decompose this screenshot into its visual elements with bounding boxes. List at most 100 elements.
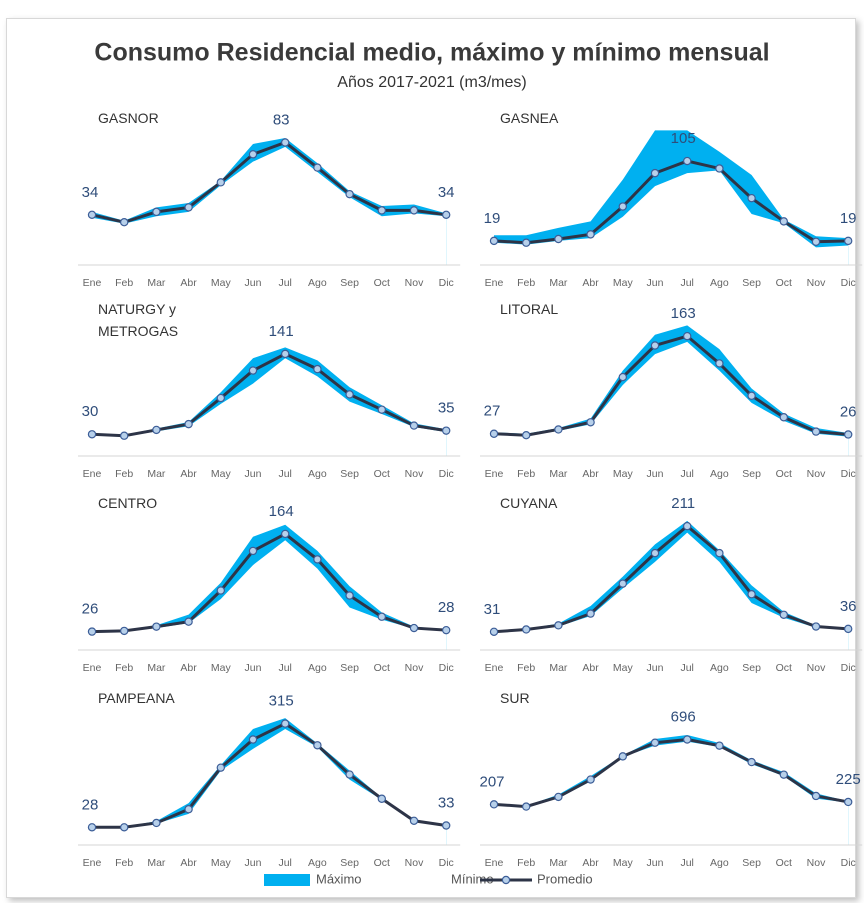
x-tick-label: Jul	[278, 277, 291, 289]
data-label: 19	[484, 210, 501, 227]
x-tick-label: May	[613, 277, 634, 289]
x-tick-label: Mar	[147, 857, 166, 869]
marker	[747, 590, 756, 599]
marker	[650, 548, 660, 558]
area	[494, 170, 849, 265]
chart-title: Consumo Residencial medio, máximo y míni…	[94, 39, 769, 67]
marker	[184, 805, 193, 814]
x-tick-label: Jul	[680, 468, 693, 480]
x-tick-label: Ago	[710, 662, 729, 674]
marker	[216, 393, 225, 403]
legend-swatch	[400, 874, 446, 886]
marker	[87, 210, 97, 220]
marker	[152, 207, 161, 217]
marker	[216, 178, 225, 187]
marker	[248, 735, 258, 744]
x-tick-label: Jul	[680, 662, 693, 674]
data-label: 31	[484, 601, 501, 618]
data-label: 35	[438, 400, 455, 417]
x-tick-label: Feb	[115, 857, 133, 869]
data-label: 27	[484, 403, 501, 420]
x-tick-label: Ago	[308, 662, 327, 674]
line	[493, 334, 849, 437]
data-label: 28	[82, 796, 99, 813]
data-label: 141	[269, 323, 294, 340]
x-tick-label: Oct	[374, 468, 390, 480]
marker	[747, 757, 756, 767]
x-tick-label: Nov	[405, 857, 424, 869]
x-tick-label: Abr	[582, 662, 599, 674]
marker	[345, 591, 354, 600]
x-tick-label: Feb	[115, 277, 133, 289]
marker	[184, 617, 193, 626]
data-label: 28	[438, 599, 455, 616]
marker	[313, 555, 322, 564]
data-label: 30	[82, 403, 99, 420]
marker	[442, 210, 451, 220]
x-tick-label: Mar	[549, 857, 568, 869]
marker	[650, 341, 660, 350]
area	[494, 532, 849, 650]
marker	[313, 163, 322, 172]
marker	[152, 425, 161, 435]
marker	[554, 792, 563, 802]
line	[493, 159, 849, 245]
x-tick-label: Oct	[374, 857, 390, 869]
line	[493, 738, 849, 809]
marker	[184, 419, 193, 429]
data-label: 164	[269, 503, 294, 520]
area	[494, 741, 849, 845]
area	[92, 146, 447, 265]
x-tick-label: Oct	[374, 662, 390, 674]
marker	[87, 627, 97, 636]
marker	[489, 429, 499, 438]
data-label: 34	[438, 184, 455, 201]
marker	[119, 431, 129, 440]
x-tick-label: Feb	[517, 277, 535, 289]
marker	[747, 391, 756, 400]
x-tick-label: Jul	[278, 857, 291, 869]
marker	[586, 775, 595, 784]
x-tick-label: Ene	[83, 857, 102, 869]
chart-subtitle: Años 2017-2021 (m3/mes)	[337, 74, 526, 91]
x-tick-label: Ago	[710, 857, 729, 869]
marker	[377, 612, 386, 621]
data-label: 211	[671, 495, 695, 512]
x-tick-label: Jun	[647, 857, 664, 869]
data-label: 34	[82, 184, 99, 201]
marker	[409, 816, 419, 825]
area	[92, 358, 447, 456]
x-tick-label: Ene	[83, 277, 102, 289]
data-label: 33	[438, 794, 455, 811]
x-tick-label: Abr	[180, 662, 197, 674]
line	[91, 140, 447, 224]
marker	[281, 529, 290, 539]
data-label: 163	[671, 305, 696, 322]
data-label: 696	[671, 709, 696, 726]
x-tick-label: Dic	[841, 857, 856, 869]
panel-title: SUR	[500, 690, 530, 706]
marker	[811, 237, 821, 246]
x-tick-label: May	[613, 662, 634, 674]
marker	[747, 193, 756, 203]
x-tick-label: May	[211, 857, 232, 869]
marker	[184, 203, 193, 212]
x-tick-label: Feb	[517, 468, 535, 480]
marker	[844, 797, 853, 807]
marker	[650, 168, 660, 178]
marker	[377, 206, 386, 215]
marker	[522, 625, 531, 634]
x-tick-label: Nov	[807, 277, 826, 289]
x-tick-label: Abr	[180, 857, 197, 869]
x-tick-label: Ene	[485, 277, 504, 289]
x-tick-label: Abr	[582, 857, 599, 869]
area	[92, 729, 447, 845]
line	[92, 721, 447, 829]
x-tick-label: Abr	[582, 277, 599, 289]
marker	[313, 364, 322, 374]
x-tick-label: Ago	[308, 468, 327, 480]
x-tick-label: Sep	[340, 468, 359, 480]
x-tick-label: Jun	[245, 277, 262, 289]
x-tick-label: Feb	[517, 662, 535, 674]
